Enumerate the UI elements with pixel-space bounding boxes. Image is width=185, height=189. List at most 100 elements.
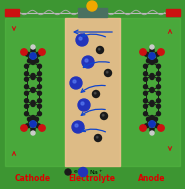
- Circle shape: [78, 167, 88, 177]
- Circle shape: [154, 59, 157, 63]
- Bar: [5, 18, 65, 166]
- Circle shape: [31, 102, 35, 106]
- Circle shape: [31, 74, 35, 77]
- Circle shape: [140, 125, 146, 131]
- Circle shape: [157, 64, 161, 68]
- Circle shape: [87, 1, 97, 11]
- Circle shape: [102, 114, 104, 116]
- Circle shape: [38, 91, 41, 95]
- Circle shape: [147, 59, 150, 63]
- Circle shape: [144, 72, 147, 76]
- Bar: [166, 9, 180, 16]
- Circle shape: [150, 48, 154, 52]
- Circle shape: [157, 72, 161, 76]
- Circle shape: [144, 112, 147, 116]
- Circle shape: [38, 64, 41, 68]
- Circle shape: [156, 52, 160, 56]
- Text: Anode: Anode: [138, 174, 166, 183]
- Circle shape: [105, 70, 112, 77]
- Circle shape: [78, 99, 90, 111]
- Circle shape: [31, 131, 35, 135]
- Circle shape: [31, 45, 35, 49]
- Circle shape: [158, 49, 164, 55]
- Circle shape: [96, 136, 98, 138]
- Circle shape: [24, 99, 28, 103]
- Circle shape: [30, 53, 36, 59]
- Circle shape: [157, 91, 161, 95]
- Circle shape: [140, 49, 146, 55]
- Circle shape: [149, 121, 155, 127]
- Circle shape: [21, 49, 27, 55]
- Circle shape: [38, 72, 41, 76]
- Circle shape: [106, 71, 108, 73]
- Circle shape: [144, 91, 147, 95]
- Circle shape: [35, 59, 38, 63]
- Text: e$^-$: e$^-$: [73, 169, 83, 176]
- Circle shape: [144, 104, 147, 108]
- Circle shape: [144, 85, 147, 89]
- Text: Na$^+$: Na$^+$: [89, 168, 104, 177]
- Circle shape: [82, 56, 94, 68]
- Circle shape: [39, 125, 45, 131]
- Circle shape: [65, 169, 71, 175]
- Circle shape: [98, 48, 100, 50]
- Circle shape: [150, 102, 154, 106]
- Circle shape: [95, 135, 102, 142]
- Circle shape: [24, 112, 28, 116]
- Circle shape: [149, 53, 155, 59]
- Text: Electrolyte: Electrolyte: [68, 174, 115, 183]
- Circle shape: [157, 112, 161, 116]
- Circle shape: [31, 48, 35, 52]
- Circle shape: [37, 52, 41, 56]
- Circle shape: [24, 77, 28, 81]
- Circle shape: [31, 115, 35, 119]
- Circle shape: [24, 91, 28, 95]
- Circle shape: [150, 128, 154, 132]
- Circle shape: [31, 88, 35, 92]
- Circle shape: [37, 124, 41, 128]
- Circle shape: [28, 117, 31, 121]
- Circle shape: [157, 104, 161, 108]
- Circle shape: [150, 74, 154, 77]
- Circle shape: [154, 117, 157, 121]
- Circle shape: [31, 128, 35, 132]
- Circle shape: [150, 75, 154, 80]
- Circle shape: [150, 45, 154, 49]
- Circle shape: [144, 52, 148, 56]
- Circle shape: [73, 80, 76, 83]
- Text: Cathode: Cathode: [15, 174, 51, 183]
- Circle shape: [144, 77, 147, 81]
- Circle shape: [38, 104, 41, 108]
- Circle shape: [25, 52, 29, 56]
- Bar: [65, 18, 120, 166]
- Bar: [5, 9, 19, 16]
- Circle shape: [30, 121, 36, 127]
- Circle shape: [158, 125, 164, 131]
- Circle shape: [21, 125, 27, 131]
- Circle shape: [35, 117, 38, 121]
- Circle shape: [38, 85, 41, 89]
- Circle shape: [150, 88, 154, 91]
- Circle shape: [150, 101, 154, 105]
- Circle shape: [24, 64, 28, 68]
- Circle shape: [150, 88, 154, 92]
- Bar: [90, 5, 95, 9]
- Circle shape: [157, 77, 161, 81]
- Circle shape: [144, 124, 148, 128]
- Bar: [120, 18, 180, 166]
- Circle shape: [79, 37, 82, 40]
- Circle shape: [76, 34, 88, 46]
- Circle shape: [150, 60, 154, 64]
- Circle shape: [70, 77, 82, 89]
- Circle shape: [31, 60, 35, 64]
- Circle shape: [25, 124, 29, 128]
- Circle shape: [157, 85, 161, 89]
- Circle shape: [24, 104, 28, 108]
- Circle shape: [24, 85, 28, 89]
- Circle shape: [92, 91, 100, 98]
- Circle shape: [150, 131, 154, 135]
- Circle shape: [31, 88, 35, 91]
- Circle shape: [28, 59, 31, 63]
- Circle shape: [38, 99, 41, 103]
- Circle shape: [85, 59, 88, 62]
